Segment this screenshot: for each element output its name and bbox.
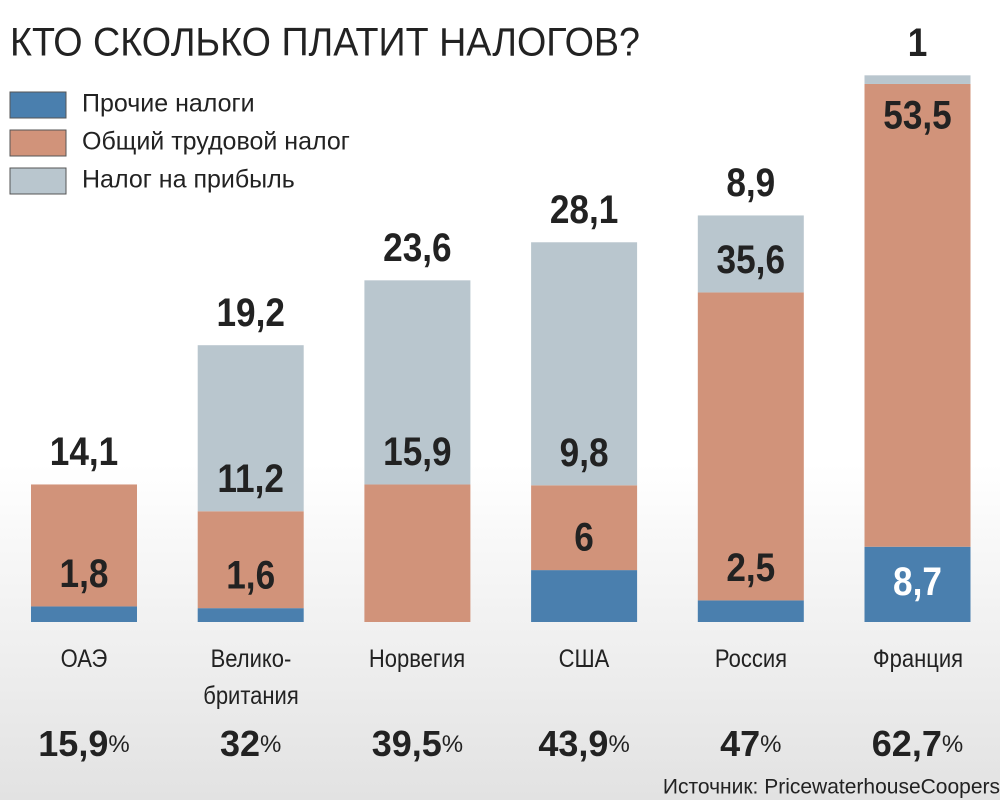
value-label: 8,7	[893, 559, 942, 604]
category-label: Норвегия	[369, 645, 466, 673]
category-label: Велико- британия	[202, 645, 299, 710]
total-label: 43,9%	[538, 723, 629, 764]
value-label: 1,6	[226, 553, 275, 598]
total-label: 15,9%	[38, 723, 129, 764]
value-label: 2,5	[726, 545, 775, 590]
category-label: Франция	[872, 645, 963, 673]
chart-title: КТО СКОЛЬКО ПЛАТИТ НАЛОГОВ?	[10, 21, 640, 65]
value-label: 14,1	[50, 429, 118, 474]
bar-segment	[531, 242, 638, 486]
bar-segment	[364, 280, 471, 485]
bar-segment	[864, 75, 971, 84]
bar-segment	[531, 485, 638, 571]
value-label: 35,6	[717, 237, 785, 282]
value-label: 23,6	[383, 225, 451, 270]
bar-segment	[197, 511, 304, 609]
bar-segment	[364, 484, 471, 622]
category-label: Россия	[714, 645, 787, 673]
legend-label: Налог на прибыль	[82, 166, 295, 194]
legend-swatch	[9, 91, 67, 119]
bar-segment	[697, 292, 804, 601]
total-label: 47%	[720, 723, 781, 764]
total-label: 32%	[220, 723, 281, 764]
bar-segment	[531, 570, 638, 622]
value-label: 19,2	[216, 290, 284, 335]
legend-swatch	[9, 167, 67, 195]
value-label: 1	[908, 20, 928, 65]
value-label: 53,5	[883, 92, 951, 137]
legend-swatch	[9, 129, 67, 157]
bar-segment	[697, 600, 804, 622]
bar-segment	[31, 484, 137, 607]
value-label: 15,9	[383, 429, 451, 474]
bar-segment	[864, 546, 971, 622]
bar-segment	[864, 83, 971, 547]
value-label: 11,2	[217, 456, 284, 501]
value-label: 8,9	[726, 160, 775, 205]
bar-segment	[31, 606, 137, 622]
value-label: 28,1	[550, 187, 618, 232]
category-label: США	[558, 645, 610, 673]
legend-label: Прочие налоги	[82, 90, 255, 118]
value-label: 6	[574, 515, 594, 560]
bar-segment	[197, 345, 304, 512]
category-label: ОАЭ	[60, 645, 108, 673]
bar-segment	[197, 608, 304, 622]
total-label: 62,7%	[872, 723, 963, 764]
value-label: 1,8	[60, 551, 109, 596]
value-label: 9,8	[560, 430, 609, 475]
source: Источник: PricewaterhouseCoopers	[663, 776, 1000, 799]
total-label: 39,5%	[372, 723, 463, 764]
legend-label: Общий трудовой налог	[82, 128, 350, 156]
bar-segment	[697, 215, 804, 293]
